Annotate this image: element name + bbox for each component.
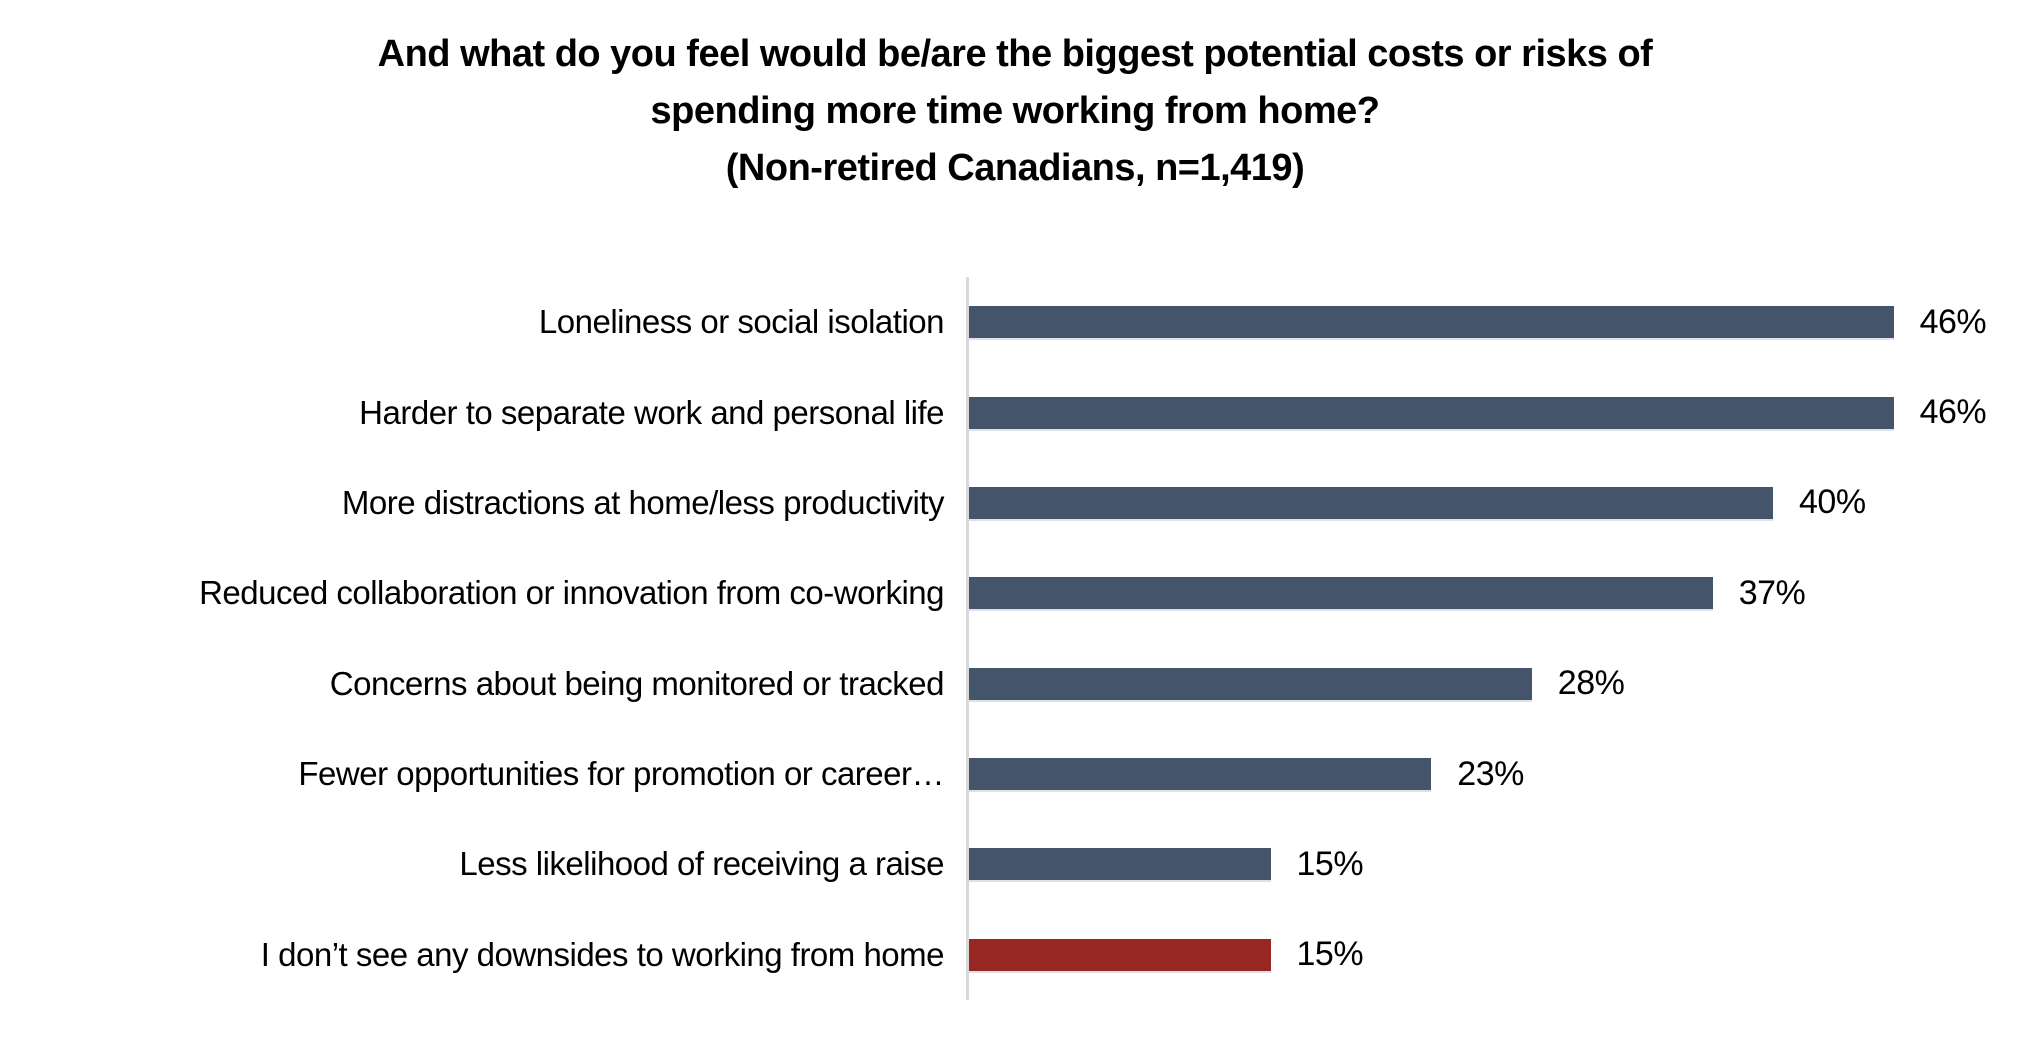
- chart-title-line-1: And what do you feel would be/are the bi…: [377, 33, 1653, 75]
- bar: [969, 667, 1532, 700]
- chart-row: Loneliness or social isolation 46%: [0, 277, 2030, 367]
- chart-title-line-2: spending more time working from home?: [650, 90, 1380, 132]
- chart-row: More distractions at home/less productiv…: [0, 458, 2030, 548]
- bar: [969, 758, 1432, 791]
- value-label: 28%: [1557, 664, 1625, 703]
- category-label: Less likelihood of receiving a raise: [459, 845, 944, 883]
- value-label: 15%: [1296, 935, 1364, 974]
- chart-row: Harder to separate work and personal lif…: [0, 367, 2030, 457]
- bar: [969, 396, 1894, 429]
- chart-row: Fewer opportunities for promotion or car…: [0, 729, 2030, 819]
- bar: [969, 938, 1271, 971]
- chart-row: I don’t see any downsides to working fro…: [0, 910, 2030, 1000]
- category-label: Loneliness or social isolation: [538, 303, 945, 341]
- category-label: Reduced collaboration or innovation from…: [199, 574, 944, 612]
- value-label: 15%: [1296, 844, 1364, 883]
- bar: [969, 577, 1713, 610]
- chart-row: Concerns about being monitored or tracke…: [0, 639, 2030, 729]
- value-label: 46%: [1919, 302, 1987, 341]
- value-label: 46%: [1919, 393, 1987, 432]
- category-label: Fewer opportunities for promotion or car…: [298, 755, 944, 793]
- category-label: I don’t see any downsides to working fro…: [260, 935, 945, 973]
- chart-rows: Loneliness or social isolation 46% Harder …: [0, 277, 2030, 1000]
- value-label: 40%: [1799, 483, 1866, 522]
- horizontal-bar-chart: Loneliness or social isolation 46% Harder …: [0, 277, 2030, 1000]
- value-label: 23%: [1457, 754, 1524, 793]
- category-label: More distractions at home/less productiv…: [341, 483, 945, 521]
- bar: [969, 848, 1271, 881]
- chart-title-line-3: (Non-retired Canadians, n=1,419): [725, 147, 1305, 189]
- bar: [969, 306, 1894, 339]
- chart-row: Less likelihood of receiving a raise 15%: [0, 819, 2030, 909]
- chart-title: And what do you feel would be/are the bi…: [0, 26, 2030, 197]
- bar: [969, 486, 1773, 519]
- value-label: 37%: [1738, 573, 1806, 612]
- chart-row: Reduced collaboration or innovation from…: [0, 548, 2030, 638]
- category-axis-line: [966, 277, 969, 1000]
- category-label: Concerns about being monitored or tracke…: [329, 664, 945, 702]
- category-label: Harder to separate work and personal lif…: [359, 393, 944, 431]
